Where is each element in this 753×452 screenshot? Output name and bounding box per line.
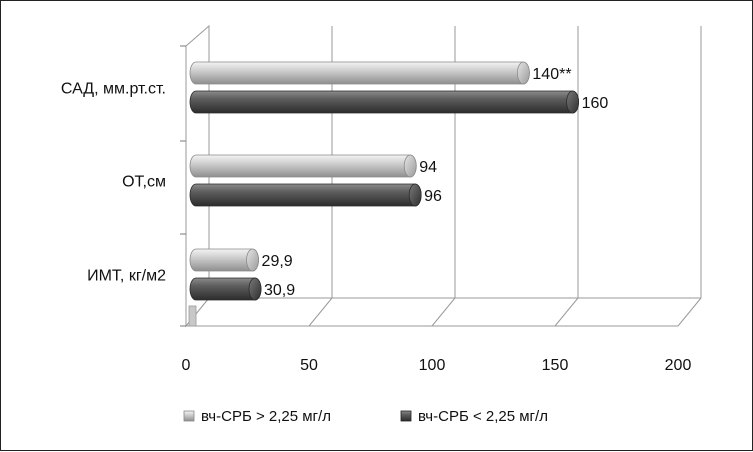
- labels: 140** 160 САД, мм.рт.ст. 94 96 ОТ,см 29,9 30,9 И…: [61, 66, 692, 374]
- floor-gridline: [554, 297, 579, 327]
- tick-label: 50: [300, 357, 318, 374]
- bar-end-cap: [246, 248, 259, 272]
- bar: [189, 90, 579, 114]
- tick-label: 200: [665, 357, 692, 374]
- legend-swatch: [400, 410, 412, 422]
- data-label: 30,9: [264, 282, 295, 299]
- legend: вч-СРБ > 2,25 мг/л вч-СРБ < 2,25 мг/л: [183, 408, 548, 425]
- bar-end-cap: [566, 90, 579, 114]
- data-label: 96: [424, 188, 442, 205]
- bar: [189, 183, 422, 207]
- data-label: 160: [582, 95, 609, 112]
- floor-gridline: [431, 297, 456, 327]
- bar-end-cap: [403, 154, 417, 178]
- tick-label: 150: [542, 357, 569, 374]
- category-label: САД, мм.рт.ст.: [61, 81, 166, 98]
- bars: [189, 61, 579, 301]
- legend-label: вч-СРБ > 2,25 мг/л: [201, 408, 331, 425]
- data-label: 140**: [532, 66, 571, 83]
- floor-gridline: [677, 297, 702, 327]
- floor-gridline: [308, 297, 333, 327]
- floor-stub: [188, 305, 197, 327]
- bar: [189, 154, 417, 178]
- bar-end-cap: [248, 277, 262, 301]
- legend-swatch: [183, 410, 195, 422]
- bar-end-cap: [408, 183, 422, 207]
- bar: [189, 61, 530, 85]
- data-label: 94: [419, 159, 437, 176]
- data-label: 29,9: [262, 253, 293, 270]
- tick-label: 100: [419, 357, 446, 374]
- bar-end-cap: [517, 61, 530, 85]
- legend-label: вч-СРБ < 2,25 мг/л: [418, 408, 548, 425]
- category-label: ИМТ, кг/м2: [87, 268, 166, 285]
- category-label: ОТ,см: [122, 174, 166, 191]
- tick-label: 0: [182, 357, 191, 374]
